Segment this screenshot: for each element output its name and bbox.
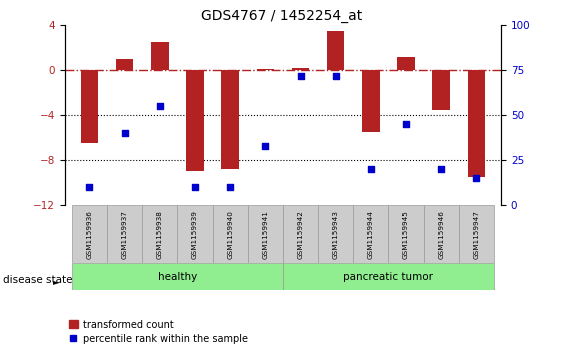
Text: GSM1159941: GSM1159941 xyxy=(262,210,269,258)
Bar xyxy=(257,69,274,70)
Bar xyxy=(292,68,309,70)
Bar xyxy=(424,205,459,263)
Bar xyxy=(107,205,142,263)
Text: pancreatic tumor: pancreatic tumor xyxy=(343,272,434,282)
Point xyxy=(120,130,129,136)
Point xyxy=(367,166,376,172)
Bar xyxy=(221,70,239,169)
Point xyxy=(85,184,94,190)
Bar xyxy=(177,205,213,263)
Bar xyxy=(151,42,168,70)
Bar xyxy=(248,205,283,263)
Text: disease state: disease state xyxy=(3,274,72,285)
Text: GSM1159938: GSM1159938 xyxy=(157,210,163,258)
Text: GSM1159937: GSM1159937 xyxy=(122,210,128,258)
Bar xyxy=(354,205,388,263)
Point xyxy=(331,73,340,79)
Point xyxy=(296,73,305,79)
Text: GSM1159939: GSM1159939 xyxy=(192,210,198,258)
Text: GDS4767 / 1452254_at: GDS4767 / 1452254_at xyxy=(201,9,362,23)
Bar xyxy=(432,70,450,110)
Bar xyxy=(283,263,494,290)
Point xyxy=(155,103,164,109)
Point xyxy=(401,121,410,127)
Point xyxy=(261,143,270,149)
Bar xyxy=(81,70,98,143)
Bar xyxy=(72,263,283,290)
Bar xyxy=(72,205,107,263)
Bar xyxy=(362,70,379,132)
Text: ►: ► xyxy=(53,278,60,286)
Legend: transformed count, percentile rank within the sample: transformed count, percentile rank withi… xyxy=(65,316,252,347)
Bar xyxy=(142,205,177,263)
Text: GSM1159942: GSM1159942 xyxy=(297,210,303,258)
Bar xyxy=(213,205,248,263)
Text: GSM1159936: GSM1159936 xyxy=(86,210,92,258)
Bar xyxy=(116,59,133,70)
Text: GSM1159947: GSM1159947 xyxy=(473,210,480,258)
Bar xyxy=(388,205,424,263)
Bar xyxy=(327,31,345,70)
Bar xyxy=(397,57,415,70)
Point xyxy=(190,184,199,190)
Text: GSM1159945: GSM1159945 xyxy=(403,210,409,258)
Bar xyxy=(186,70,204,171)
Text: GSM1159946: GSM1159946 xyxy=(438,210,444,258)
Point xyxy=(472,175,481,181)
Bar xyxy=(459,205,494,263)
Bar xyxy=(468,70,485,177)
Text: GSM1159940: GSM1159940 xyxy=(227,210,233,258)
Point xyxy=(437,166,446,172)
Text: healthy: healthy xyxy=(158,272,197,282)
Text: GSM1159944: GSM1159944 xyxy=(368,210,374,258)
Text: GSM1159943: GSM1159943 xyxy=(333,210,339,258)
Bar xyxy=(318,205,354,263)
Point xyxy=(226,184,235,190)
Bar xyxy=(283,205,318,263)
